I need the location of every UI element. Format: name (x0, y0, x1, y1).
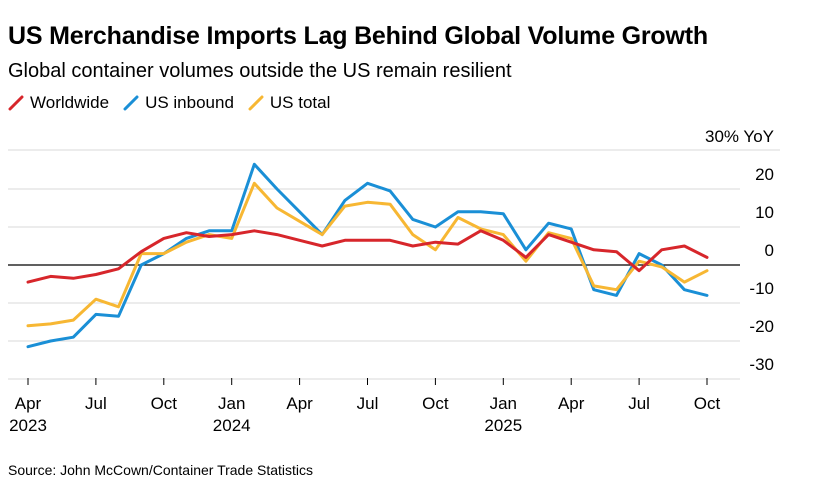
x-tick-label: Jan (490, 394, 517, 413)
series-line-us-inbound (26, 162, 709, 349)
y-unit-label: 30% YoY (705, 127, 774, 146)
x-tick-label: Apr (558, 394, 585, 413)
x-tick-label: Jul (85, 394, 107, 413)
series-line-worldwide (26, 229, 709, 284)
legend-item-us-total: US total (248, 93, 330, 113)
source-note: Source: John McCown/Container Trade Stat… (8, 462, 314, 478)
y-tick-label: -10 (749, 279, 774, 298)
x-tick-label: Jul (357, 394, 379, 413)
legend-label: US inbound (145, 93, 234, 112)
series-lines (26, 162, 709, 349)
legend-label: US total (269, 93, 331, 112)
legend: Worldwide US inbound US total (8, 93, 344, 113)
legend-item-us-inbound: US inbound (123, 93, 234, 113)
legend-swatch-icon (123, 95, 139, 111)
y-tick-label: 10 (755, 203, 774, 222)
x-tick-year-label: 2023 (9, 416, 47, 435)
x-axis: Apr 2023 Jul Oct Jan 2024 Apr Jul Oct Jan 2025 Apr J… (9, 378, 720, 435)
legend-label: Worldwide (30, 93, 110, 112)
x-tick-label: Jul (628, 394, 650, 413)
x-tick-label: Apr (15, 394, 42, 413)
x-tick-label: Oct (422, 394, 449, 413)
chart-title: US Merchandise Imports Lag Behind Global… (8, 22, 708, 50)
legend-swatch-icon (248, 95, 264, 111)
x-tick-label: Apr (286, 394, 313, 413)
y-tick-label: 0 (765, 241, 774, 260)
grid (8, 149, 780, 380)
series-line-us-total (26, 181, 709, 328)
y-tick-label: -30 (749, 355, 774, 374)
y-tick-label: 20 (755, 165, 774, 184)
legend-item-worldwide: Worldwide (8, 93, 109, 113)
x-tick-label: Oct (694, 394, 721, 413)
y-axis: 30% YoY 20 10 0 -10 -20 -30 (705, 127, 774, 374)
x-tick-year-label: 2024 (213, 416, 251, 435)
x-tick-label: Oct (151, 394, 178, 413)
x-tick-label: Jan (218, 394, 245, 413)
y-tick-label: -20 (749, 317, 774, 336)
legend-swatch-icon (8, 95, 24, 111)
x-tick-year-label: 2025 (484, 416, 522, 435)
chart-subtitle: Global container volumes outside the US … (8, 60, 512, 82)
